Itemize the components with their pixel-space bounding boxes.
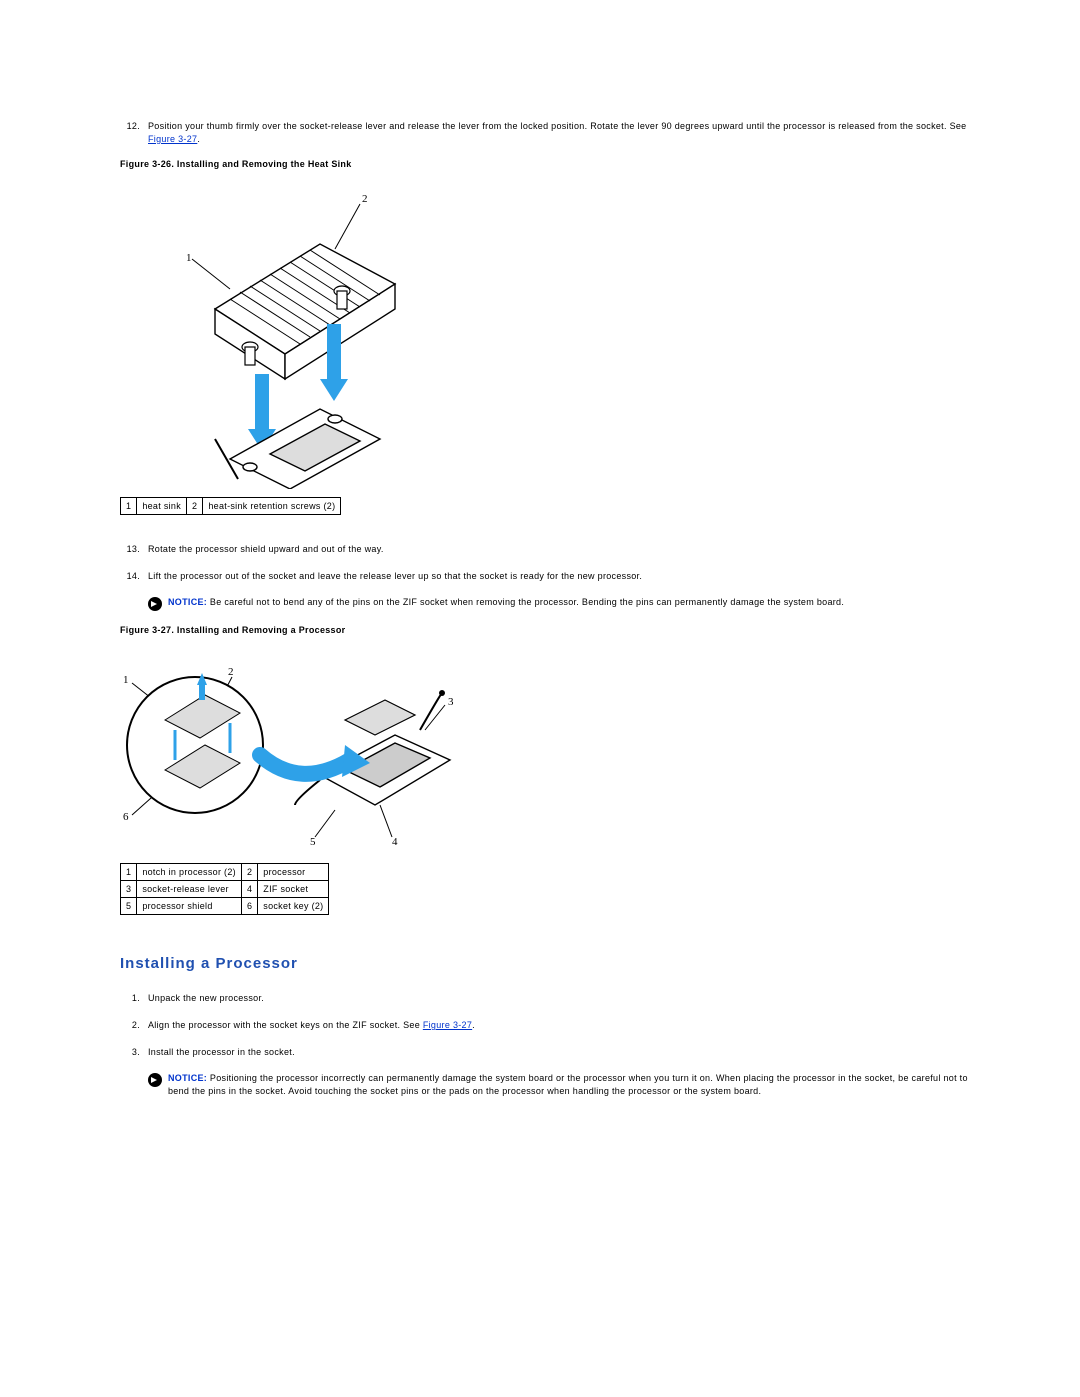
step-text: Position your thumb firmly over the sock… <box>148 121 966 131</box>
step-c2: 2. Align the processor with the socket k… <box>120 1019 980 1032</box>
legend-cell: heat-sink retention screws (2) <box>203 498 341 515</box>
notice-body: Be careful not to bend any of the pins o… <box>207 597 844 607</box>
page: 12. Position your thumb firmly over the … <box>0 0 1080 1397</box>
legend-cell: socket key (2) <box>258 898 329 915</box>
figure-27-caption: Figure 3-27. Installing and Removing a P… <box>120 625 980 635</box>
legend-cell: 2 <box>187 498 203 515</box>
step-list-b: 13. Rotate the processor shield upward a… <box>120 543 980 582</box>
step-number: 2. <box>120 1019 140 1032</box>
notice-text: NOTICE: Be careful not to bend any of th… <box>168 596 844 609</box>
step-13: 13. Rotate the processor shield upward a… <box>120 543 980 556</box>
svg-text:6: 6 <box>123 811 129 823</box>
svg-text:4: 4 <box>392 836 398 848</box>
svg-text:2: 2 <box>228 666 234 678</box>
svg-text:1: 1 <box>123 674 129 686</box>
step-text-post: . <box>472 1020 475 1030</box>
step-list-c: 1. Unpack the new processor. 2. Align th… <box>120 992 980 1058</box>
figure-link[interactable]: Figure 3-27 <box>423 1020 472 1030</box>
step-text-post: . <box>197 134 200 144</box>
figure-link[interactable]: Figure 3-27 <box>148 134 197 144</box>
notice-label: NOTICE: <box>168 1073 207 1083</box>
svg-text:1: 1 <box>186 252 192 264</box>
legend-cell: processor shield <box>137 898 242 915</box>
figure-27-legend: 1 notch in processor (2) 2 processor 3 s… <box>120 863 329 915</box>
notice-label: NOTICE: <box>168 597 207 607</box>
section-heading-installing: Installing a Processor <box>120 955 980 972</box>
svg-text:3: 3 <box>448 696 454 708</box>
notice-2: NOTICE: Positioning the processor incorr… <box>120 1072 980 1097</box>
legend-cell: processor <box>258 864 329 881</box>
step-list-a: 12. Position your thumb firmly over the … <box>120 120 980 145</box>
legend-row: 1 heat sink 2 heat-sink retention screws… <box>121 498 341 515</box>
figure-27-image: 1 2 3 4 5 6 <box>120 645 980 855</box>
legend-cell: 1 <box>121 498 137 515</box>
legend-cell: heat sink <box>137 498 187 515</box>
step-number: 13. <box>120 543 140 556</box>
notice-icon <box>148 1073 162 1087</box>
legend-cell: notch in processor (2) <box>137 864 242 881</box>
step-number: 1. <box>120 992 140 1005</box>
step-c1: 1. Unpack the new processor. <box>120 992 980 1005</box>
figure-26-image: 1 2 <box>120 179 980 489</box>
notice-1: NOTICE: Be careful not to bend any of th… <box>120 596 980 611</box>
step-12: 12. Position your thumb firmly over the … <box>120 120 980 145</box>
legend-cell: ZIF socket <box>258 881 329 898</box>
legend-cell: 6 <box>241 898 257 915</box>
legend-cell: 1 <box>121 864 137 881</box>
legend-cell: 3 <box>121 881 137 898</box>
legend-cell: 5 <box>121 898 137 915</box>
legend-cell: 4 <box>241 881 257 898</box>
svg-text:5: 5 <box>310 836 316 848</box>
legend-row: 5 processor shield 6 socket key (2) <box>121 898 329 915</box>
step-number: 3. <box>120 1046 140 1059</box>
step-text: Lift the processor out of the socket and… <box>148 571 642 581</box>
step-c3: 3. Install the processor in the socket. <box>120 1046 980 1059</box>
legend-row: 1 notch in processor (2) 2 processor <box>121 864 329 881</box>
step-text: Unpack the new processor. <box>148 993 264 1003</box>
notice-body: Positioning the processor incorrectly ca… <box>168 1073 968 1096</box>
figure-26-caption: Figure 3-26. Installing and Removing the… <box>120 159 980 169</box>
legend-cell: socket-release lever <box>137 881 242 898</box>
notice-icon <box>148 597 162 611</box>
step-number: 12. <box>120 120 140 133</box>
notice-text: NOTICE: Positioning the processor incorr… <box>168 1072 980 1097</box>
svg-text:2: 2 <box>362 193 368 205</box>
legend-cell: 2 <box>241 864 257 881</box>
legend-row: 3 socket-release lever 4 ZIF socket <box>121 881 329 898</box>
step-number: 14. <box>120 570 140 583</box>
step-text: Rotate the processor shield upward and o… <box>148 544 384 554</box>
figure-26-legend: 1 heat sink 2 heat-sink retention screws… <box>120 497 341 515</box>
step-14: 14. Lift the processor out of the socket… <box>120 570 980 583</box>
step-text: Install the processor in the socket. <box>148 1047 295 1057</box>
step-text: Align the processor with the socket keys… <box>148 1020 423 1030</box>
